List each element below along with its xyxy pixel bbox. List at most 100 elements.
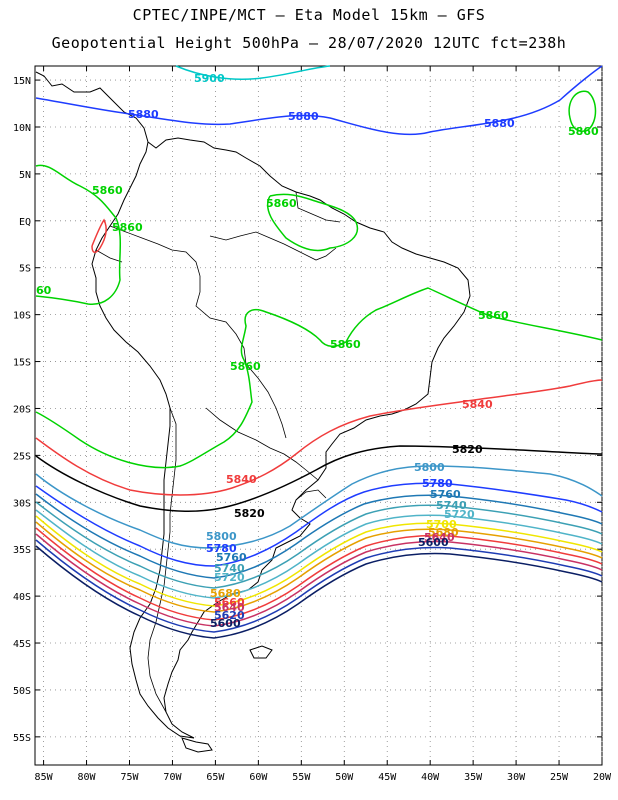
label-5860-d: 5860 [112, 221, 143, 234]
lat-label: 10S [13, 311, 31, 322]
coastlines [35, 71, 471, 753]
latitude-labels: 15N 10N 5N EQ 5S 10S 15S 20S 25S 30S 35S 40S 45S 50S 5… [13, 76, 31, 744]
label-5840-a: 5840 [462, 398, 493, 411]
label-5680-a: 5680 [428, 526, 459, 539]
falklands [249, 645, 273, 659]
label-5860-h: 60 [36, 284, 52, 297]
label-5880-c: 5880 [484, 117, 515, 130]
lon-label: 85W [35, 772, 54, 783]
lon-label: 40W [421, 772, 440, 783]
label-5720-a: 5720 [444, 508, 475, 521]
contour-5740 [35, 501, 603, 589]
contour-labels: 5900 5880 5880 5880 5860 5860 5860 5860 … [36, 72, 599, 630]
contour-5660 [35, 527, 603, 621]
border-venezuela-brazil [209, 231, 337, 261]
label-5660: 5660 [214, 596, 245, 609]
label-5760-a: 5760 [430, 488, 461, 501]
lat-label: 55S [13, 733, 31, 744]
lat-label: 15N [13, 76, 31, 87]
central-america-coast [35, 71, 149, 143]
lon-label: 65W [206, 772, 225, 783]
lat-label: 40S [13, 592, 31, 603]
label-5860-b: 5860 [92, 184, 123, 197]
label-5740-a: 5740 [436, 499, 467, 512]
contour-5640 [35, 533, 603, 627]
label-5760-b: 5760 [216, 551, 247, 564]
label-5740-b: 5740 [214, 562, 245, 575]
contour-5860-amazon [266, 193, 359, 252]
label-5860-a: 5860 [568, 125, 599, 138]
title-line-1: CPTEC/INPE/MCT – Eta Model 15km – GFS [132, 6, 486, 24]
contour-5760 [35, 493, 603, 579]
lon-label: 30W [507, 772, 526, 783]
label-5720-b: 5720 [214, 571, 245, 584]
border-bolivia-brazil [245, 363, 287, 439]
border-chile-argentina [147, 407, 177, 713]
lat-label: 15S [13, 358, 31, 369]
label-5820-a: 5820 [452, 443, 483, 456]
label-5800-a: 5800 [414, 461, 445, 474]
contour-5880-east-cell [568, 90, 597, 132]
label-5600-a: 5600 [418, 536, 449, 549]
border-argentina-paraguay [205, 407, 319, 481]
label-5860-f: 5860 [330, 338, 361, 351]
label-5860-g: 5860 [230, 360, 261, 373]
title-line-2: Geopotential Height 500hPa – 28/07/2020 … [51, 34, 567, 52]
contour-5680 [35, 521, 603, 613]
lat-label: 30S [13, 498, 31, 509]
longitude-labels: 85W 80W 75W 70W 65W 60W 55W 50W 45W 40W 35W 30W 25W 2… [35, 772, 612, 783]
country-borders [95, 191, 341, 713]
label-5880-a: 5880 [128, 108, 159, 121]
lon-label: 60W [249, 772, 268, 783]
lon-label: 80W [78, 772, 97, 783]
lat-label: 45S [13, 639, 31, 650]
border-ecuador-peru [95, 249, 123, 263]
border-guianas [295, 191, 341, 223]
label-5860-e: 5860 [478, 309, 509, 322]
lat-label: 25S [13, 451, 31, 462]
label-5640-b: 5640 [214, 601, 245, 614]
label-5620: 5620 [214, 609, 245, 622]
lon-label: 25W [550, 772, 569, 783]
lat-label: 35S [13, 545, 31, 556]
contour-5820 [35, 445, 603, 512]
lon-label: 45W [378, 772, 397, 783]
contour-5840-andes [91, 218, 107, 253]
lon-label: 55W [292, 772, 311, 783]
lat-label: 50S [13, 686, 31, 697]
axis-ticks [35, 66, 603, 765]
contour-5620 [35, 539, 603, 633]
lat-label: 5S [19, 264, 31, 275]
lat-label: 5N [19, 170, 31, 181]
lon-label: 20W [593, 772, 612, 783]
label-5900: 5900 [194, 72, 225, 85]
label-5700: 5700 [426, 518, 457, 531]
label-5640-a: 5640 [424, 531, 455, 544]
label-5780-b: 5780 [206, 542, 237, 555]
tierra-del-fuego [181, 737, 213, 753]
contour-5840 [35, 379, 603, 496]
lat-label: 10N [13, 123, 31, 134]
label-5860-c: 5860 [266, 197, 297, 210]
lat-label: 20S [13, 404, 31, 415]
label-5680-b: 5680 [210, 587, 241, 600]
pacific-coast [91, 141, 195, 739]
contour-5860-brazil [35, 287, 603, 469]
border-colombia-peru [109, 225, 201, 277]
contours [35, 65, 603, 639]
label-5880-b: 5880 [288, 110, 319, 123]
lon-label: 50W [335, 772, 354, 783]
caribbean-coast [147, 137, 471, 739]
contour-5800 [35, 465, 603, 549]
graticule [35, 66, 603, 765]
label-5820-b: 5820 [234, 507, 265, 520]
contour-5720 [35, 509, 603, 599]
border-uruguay [295, 489, 327, 501]
label-5800-b: 5800 [206, 530, 237, 543]
lon-label: 35W [464, 772, 483, 783]
contour-5900 [175, 65, 331, 80]
lon-label: 70W [163, 772, 182, 783]
lon-label: 75W [120, 772, 139, 783]
lat-label: EQ [19, 217, 31, 228]
contour-5860 [35, 164, 122, 305]
